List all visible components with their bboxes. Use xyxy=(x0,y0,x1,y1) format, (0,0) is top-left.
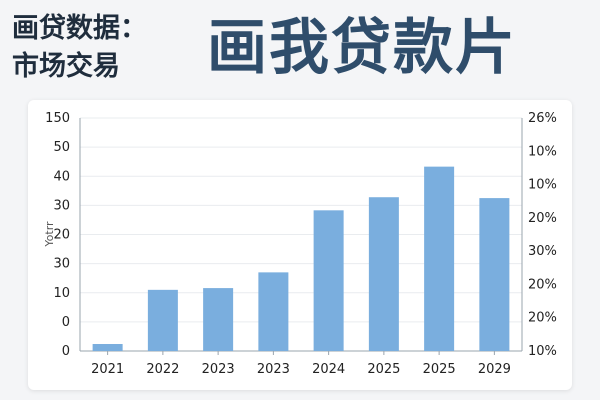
y2-tick-label: 20% xyxy=(528,277,557,292)
y2-tick-label: 10% xyxy=(528,144,557,159)
subtitle-line-2: 市场交易 xyxy=(12,51,120,82)
x-tick-label: 2024 xyxy=(312,362,345,377)
bar xyxy=(92,344,123,351)
y-tick-label: 50 xyxy=(53,140,70,155)
y-tick-label: 150 xyxy=(45,111,70,126)
x-tick-label: 2025 xyxy=(367,362,400,377)
y-axis-label: Yotrr xyxy=(43,221,56,248)
x-tick-label: 2022 xyxy=(146,362,179,377)
chart-title: 画我贷款片 xyxy=(207,13,517,83)
x-tick-label: 2023 xyxy=(202,362,235,377)
y-tick-label: 30 xyxy=(53,257,70,272)
y-tick-label: 20 xyxy=(53,228,70,243)
x-tick-label: 2021 xyxy=(91,362,124,377)
bar xyxy=(313,210,344,351)
x-tick-label: 2023 xyxy=(257,362,290,377)
x-tick-label: 2025 xyxy=(423,362,456,377)
bar xyxy=(368,197,399,351)
bar xyxy=(147,289,178,351)
y2-tick-label: 20% xyxy=(528,311,557,326)
y2-tick-label: 30% xyxy=(528,244,557,259)
y2-tick-label: 10% xyxy=(528,344,557,359)
y-tick-label: 0 xyxy=(62,315,70,330)
x-tick-label: 2029 xyxy=(478,362,511,377)
y-tick-label: 10 xyxy=(53,286,70,301)
y2-tick-label: 26% xyxy=(528,111,557,126)
y2-tick-label: 20% xyxy=(528,211,557,226)
bar xyxy=(258,272,289,351)
y-tick-label: 0 xyxy=(62,344,70,359)
y-tick-label: 40 xyxy=(53,169,70,184)
subtitle-line-1: 画贷数据： xyxy=(12,13,147,44)
bar xyxy=(203,288,234,351)
bar xyxy=(424,166,455,351)
bar xyxy=(479,198,510,351)
chart-subtitle: 画贷数据： 市场交易 xyxy=(12,10,147,86)
y-tick-label: 30 xyxy=(53,198,70,213)
y2-tick-label: 10% xyxy=(528,178,557,193)
